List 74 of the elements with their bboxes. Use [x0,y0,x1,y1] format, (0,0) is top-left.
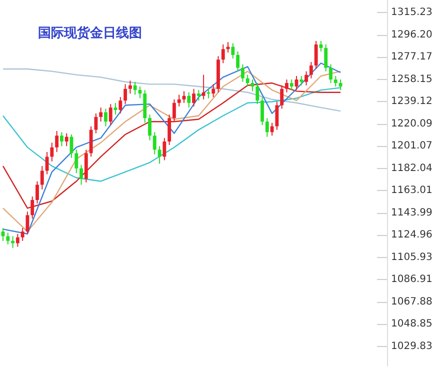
candlestick [177,94,181,107]
candlestick [334,76,338,88]
candlestick [260,96,264,126]
y-tick-label: 1277.17 [391,52,432,63]
candlestick [50,142,54,162]
candlestick [16,233,20,248]
y-tick-label: 1258.15 [391,74,432,85]
y-tick-label: 1105.93 [391,252,432,263]
y-tick-label: 1163.01 [391,185,432,196]
candlestick [94,112,98,134]
candlestick [152,132,156,155]
line-series [2,82,342,209]
candlestick [30,196,34,220]
candlestick [148,114,152,141]
candlestick [212,84,216,98]
y-tick-label: 1029.83 [391,340,432,352]
candlestick [265,118,269,138]
candlestick [118,96,122,114]
candlestick [172,98,176,122]
candlestick [187,92,191,108]
candlestick [280,84,284,110]
candlestick [36,180,39,204]
candlestick [74,149,78,174]
candlestick [285,79,288,93]
y-tick-label: 1067.88 [391,296,432,308]
candlestick [40,166,44,190]
y-tick-label: 1296.20 [391,29,432,40]
candlestick [324,44,328,72]
candlestick [162,137,166,161]
candlestick [26,211,30,234]
candlestick [20,228,24,242]
candlestick [275,101,279,130]
candlestick [196,90,200,102]
y-tick-label: 1220.09 [391,118,432,130]
candlestick [304,70,308,86]
candlestick [300,76,304,86]
candlestick [236,50,240,72]
candlestick [202,74,206,100]
candlestick [80,164,83,186]
candlestick [319,40,323,52]
y-tick-label: 1048.85 [391,318,432,330]
candlestick [221,44,225,64]
candlestick [104,108,108,127]
candlestick [99,107,103,122]
candlestick [60,132,64,147]
candlestick [290,79,294,91]
candlestick [240,64,244,82]
candlestick [114,102,118,116]
candlestick [6,232,10,245]
y-tick-label: 1143.99 [391,207,432,218]
candlestick [246,74,250,88]
candlestick [168,114,172,146]
y-tick-label: 1182.04 [391,162,432,174]
candlestick [192,88,196,107]
y-tick-label: 1239.12 [391,96,432,108]
y-tick-label: 1124.96 [391,230,432,241]
candlestick [128,80,132,94]
candlestick [55,130,59,153]
candlestick [256,82,260,105]
candlestick [108,104,112,126]
y-tick-label: 1201.07 [391,140,432,152]
candlestick [124,84,128,105]
y-tick-label: 1086.91 [391,274,432,286]
y-tick-label: 1315.23 [391,7,432,18]
candlestick [270,122,274,136]
candlestick [89,126,93,158]
candlestick [64,132,68,147]
candlestick [314,40,318,70]
line-series [2,68,342,112]
candlestick [231,42,235,59]
candlestick [329,64,332,84]
candlestick [133,81,137,96]
text: 国际现货金日线图 [38,25,142,41]
candlestick [309,61,313,79]
